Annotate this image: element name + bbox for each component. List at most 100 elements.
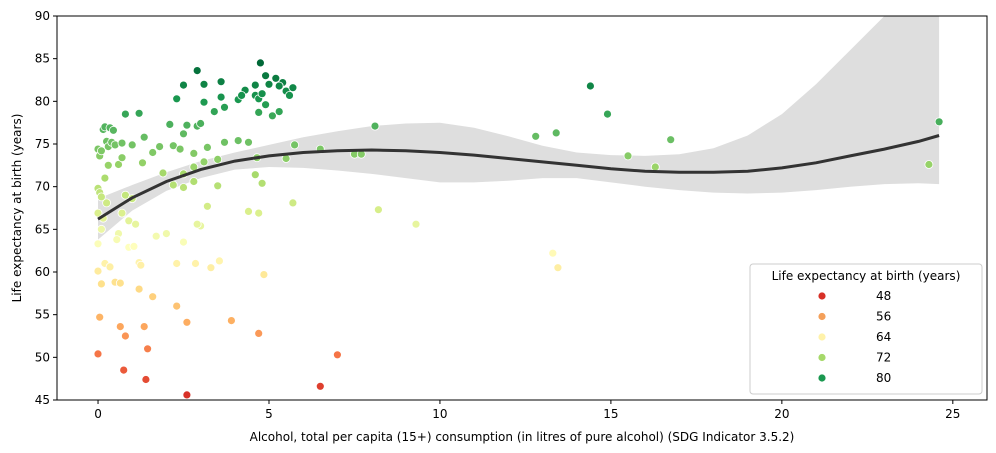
data-point <box>179 183 188 192</box>
legend-marker <box>817 353 827 362</box>
data-point <box>274 81 284 91</box>
plot-frame <box>56 15 988 401</box>
data-point <box>189 148 199 158</box>
data-point <box>179 129 188 139</box>
data-point <box>202 142 212 152</box>
data-point <box>109 125 118 135</box>
data-point <box>255 58 265 68</box>
legend-marker <box>817 312 827 321</box>
legend-entry-label: 56 <box>876 310 891 324</box>
data-point <box>179 80 188 90</box>
data-point <box>250 170 260 180</box>
data-point <box>192 219 202 229</box>
data-point <box>191 259 200 268</box>
data-point <box>117 138 127 148</box>
y-tick-label: 75 <box>35 137 50 151</box>
data-point <box>115 322 125 332</box>
data-point <box>244 137 253 147</box>
data-point <box>233 136 243 146</box>
legend-marker <box>817 291 827 301</box>
data-point <box>274 107 284 116</box>
legend-entries: 48 56 64 72 80 <box>817 289 891 385</box>
data-point <box>213 181 223 191</box>
y-tick-label: 80 <box>35 94 50 108</box>
confidence-band <box>98 16 940 240</box>
data-point <box>237 91 247 100</box>
data-point <box>254 328 264 338</box>
data-point <box>117 153 127 163</box>
data-point <box>623 151 633 161</box>
data-point <box>199 97 209 107</box>
data-point <box>124 216 134 226</box>
data-point <box>129 241 139 251</box>
data-point <box>117 208 127 218</box>
data-point <box>603 109 612 119</box>
data-point <box>244 206 253 216</box>
legend-marker <box>817 373 827 383</box>
data-point <box>175 144 185 154</box>
data-point <box>271 73 281 83</box>
data-point <box>112 235 122 245</box>
data-point <box>199 79 209 89</box>
data-point <box>264 79 274 89</box>
data-point <box>93 208 103 218</box>
data-point <box>531 131 541 141</box>
x-tick-label: 10 <box>432 407 447 421</box>
data-point <box>189 177 199 186</box>
x-tick-label: 0 <box>94 407 102 421</box>
data-point <box>411 219 421 229</box>
legend-frame <box>749 263 983 395</box>
data-point <box>370 121 380 131</box>
data-point <box>226 316 236 326</box>
y-tick-label: 65 <box>35 222 50 236</box>
data-point <box>93 239 103 249</box>
data-point <box>182 317 192 327</box>
data-point <box>161 229 171 239</box>
x-axis-label: Alcohol, total per capita (15+) consumpt… <box>250 430 795 444</box>
legend-entry-label: 48 <box>876 289 891 303</box>
data-point <box>551 128 561 138</box>
data-point <box>95 312 105 322</box>
data-point <box>199 157 209 167</box>
data-point <box>148 292 158 302</box>
data-point <box>373 205 383 215</box>
data-point <box>548 248 558 258</box>
data-point <box>151 231 161 241</box>
data-point <box>97 224 106 234</box>
y-tick-label: 45 <box>35 393 50 407</box>
data-point <box>148 148 158 157</box>
data-point <box>934 117 944 127</box>
data-point <box>220 102 229 112</box>
x-tick-label: 15 <box>603 407 618 421</box>
data-point <box>139 322 149 332</box>
data-point <box>139 132 149 142</box>
data-point <box>288 83 298 93</box>
data-point <box>216 77 226 87</box>
data-point <box>172 94 182 104</box>
data-point <box>119 365 129 375</box>
data-point <box>93 349 103 359</box>
data-point <box>168 141 178 151</box>
y-tick-label: 60 <box>35 265 50 279</box>
data-point <box>257 89 267 99</box>
legend-marker <box>817 332 827 342</box>
data-point <box>136 260 146 270</box>
trend-line <box>97 134 940 221</box>
x-tick-label: 20 <box>774 407 789 421</box>
data-point <box>315 381 325 391</box>
y-tick-label: 55 <box>35 308 50 322</box>
data-point <box>214 256 224 266</box>
data-point <box>182 390 192 400</box>
data-point <box>93 266 103 276</box>
data-point <box>105 262 115 272</box>
y-axis-ticks: 45 50 55 60 65 70 75 80 85 90 <box>35 9 57 407</box>
data-point <box>202 201 212 211</box>
legend-title: Life expectancy at birth (years) <box>772 269 961 283</box>
data-point <box>259 270 269 280</box>
data-point <box>209 107 219 116</box>
data-point <box>158 168 168 178</box>
x-axis-ticks: 0 5 10 15 20 25 <box>94 400 960 421</box>
data-point <box>290 140 300 150</box>
data-point <box>134 108 144 118</box>
